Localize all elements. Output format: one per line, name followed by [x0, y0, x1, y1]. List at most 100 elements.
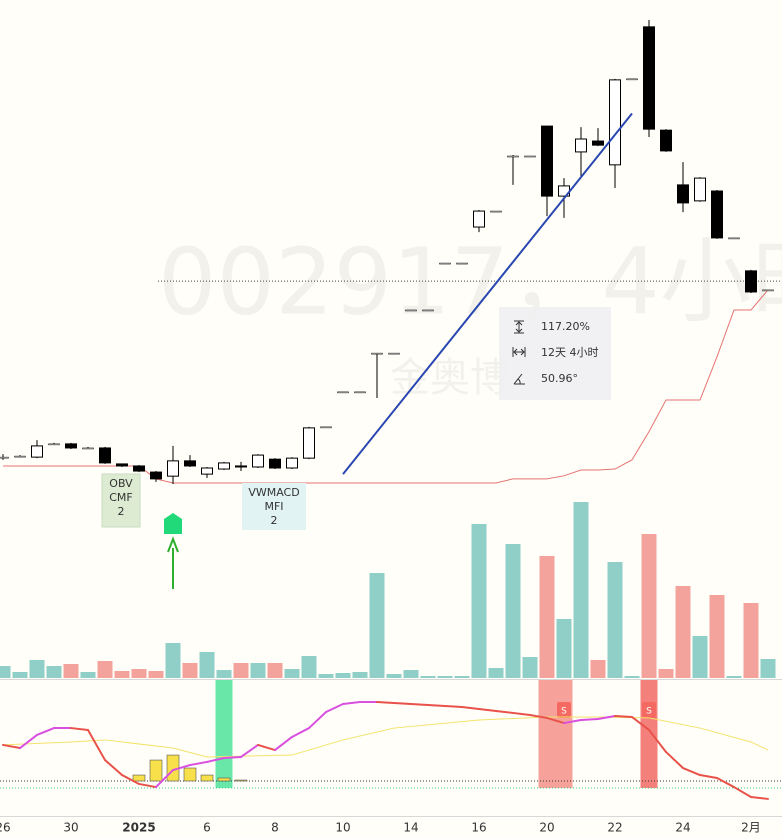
- annotation-box: [242, 483, 306, 530]
- volume-bar: [420, 676, 436, 678]
- oscillator-segment: [138, 782, 157, 789]
- candle-body: [218, 462, 230, 470]
- x-tick-label: 2月: [741, 821, 761, 835]
- volume-bar: [641, 534, 657, 678]
- volume-bar: [658, 669, 674, 678]
- oscillator-segment: [189, 760, 208, 767]
- histogram-bar: [149, 759, 163, 782]
- x-tick-label: 22: [607, 821, 622, 835]
- annotation-box: [101, 473, 141, 528]
- oscillator-segment: [563, 718, 582, 725]
- oscillator-segment: [87, 728, 106, 762]
- annotation-text: MFI: [264, 500, 283, 513]
- candle-body: [609, 79, 621, 166]
- watermark: 002917，4小时: [158, 228, 782, 335]
- x-tick-label: 6: [203, 821, 211, 835]
- volume-bar: [216, 670, 232, 678]
- candle-body: [0, 456, 9, 459]
- x-tick-label: 2025: [122, 821, 155, 835]
- trendline: [342, 112, 633, 475]
- volume-bar: [12, 672, 28, 678]
- histogram-bar: [217, 777, 231, 782]
- volume-bar: [471, 524, 487, 678]
- candle-body: [286, 457, 298, 469]
- annotation-text: 2: [271, 514, 278, 527]
- x-tick-label: 24: [675, 821, 690, 835]
- oscillator-segment: [291, 727, 310, 738]
- signal-label: S: [561, 707, 567, 717]
- oscillator-segment: [325, 703, 344, 713]
- x-tick-label: 8: [271, 821, 279, 835]
- volume-bar: [301, 656, 317, 678]
- measure-text: 117.20%: [541, 320, 590, 333]
- volume-bar: [573, 502, 589, 678]
- volume-bar: [505, 544, 521, 678]
- candle-body: [711, 190, 723, 239]
- candle-body: [371, 352, 383, 355]
- oscillator-segment: [257, 743, 276, 752]
- volume-bar: [403, 670, 419, 678]
- x-tick-label: 16: [471, 821, 486, 835]
- candle-body: [524, 155, 536, 158]
- volume-bar: [131, 669, 147, 678]
- histogram-bar: [234, 779, 248, 782]
- watermark-sub: 金奥博: [390, 355, 510, 401]
- volume-bar: [726, 676, 742, 678]
- candle-body: [31, 445, 43, 458]
- buy-arrow: [167, 536, 179, 589]
- signal-label-bg: [642, 702, 656, 718]
- volume-bar: [607, 562, 623, 678]
- candle-body: [694, 177, 706, 202]
- volume-bar: [250, 663, 266, 678]
- candle-body: [728, 237, 740, 240]
- volume-bar: [29, 660, 45, 678]
- oscillator-segment: [682, 767, 701, 777]
- oscillator-segment: [274, 735, 293, 752]
- oscillator-segment: [19, 733, 38, 750]
- volume-bar: [386, 674, 402, 678]
- measure-text: 50.96°: [541, 372, 578, 385]
- annotation-text: CMF: [109, 491, 133, 504]
- icon-height: [514, 320, 524, 334]
- candle-body: [473, 210, 485, 228]
- candle-body: [133, 465, 145, 472]
- histogram-bar: [132, 774, 146, 782]
- candle-body: [762, 289, 774, 292]
- volume-bar: [454, 676, 470, 678]
- oscillator-segment: [716, 777, 735, 789]
- oscillator-segment: [70, 727, 89, 731]
- oscillator-segment: [2, 743, 21, 750]
- candle-body: [252, 454, 264, 468]
- volume-bar: [743, 603, 759, 678]
- candle-body: [99, 447, 111, 464]
- candle-body: [150, 471, 162, 480]
- x-tick-label: 26: [0, 821, 11, 835]
- oscillator-segment: [155, 769, 174, 789]
- oscillator-segment: [580, 718, 599, 721]
- oscillator-segment: [308, 710, 327, 730]
- oscillator-segment: [750, 796, 769, 800]
- candle-body: [116, 463, 128, 467]
- candle-body: [354, 391, 366, 394]
- candle-body: [439, 262, 451, 265]
- volume-bar: [0, 666, 11, 678]
- oscillator-segment: [376, 701, 395, 704]
- volume-bar: [114, 671, 130, 678]
- candle-body: [626, 78, 638, 81]
- candle-body: [388, 352, 400, 355]
- oscillator-segment: [733, 786, 752, 799]
- measure-text: 12天 4小时: [541, 346, 599, 359]
- annotation-text: OBV: [109, 477, 133, 490]
- candle-body: [48, 443, 60, 446]
- volume-bar: [182, 663, 198, 678]
- candle-body: [405, 309, 417, 312]
- oscillator-segment: [223, 755, 242, 760]
- candle-body: [541, 125, 553, 197]
- candle-body: [643, 26, 655, 130]
- x-tick-label: 10: [335, 821, 350, 835]
- candle-body: [82, 447, 94, 450]
- oscillator-segment: [410, 703, 429, 706]
- candle-body: [660, 129, 672, 152]
- oscillator-segment: [427, 703, 446, 708]
